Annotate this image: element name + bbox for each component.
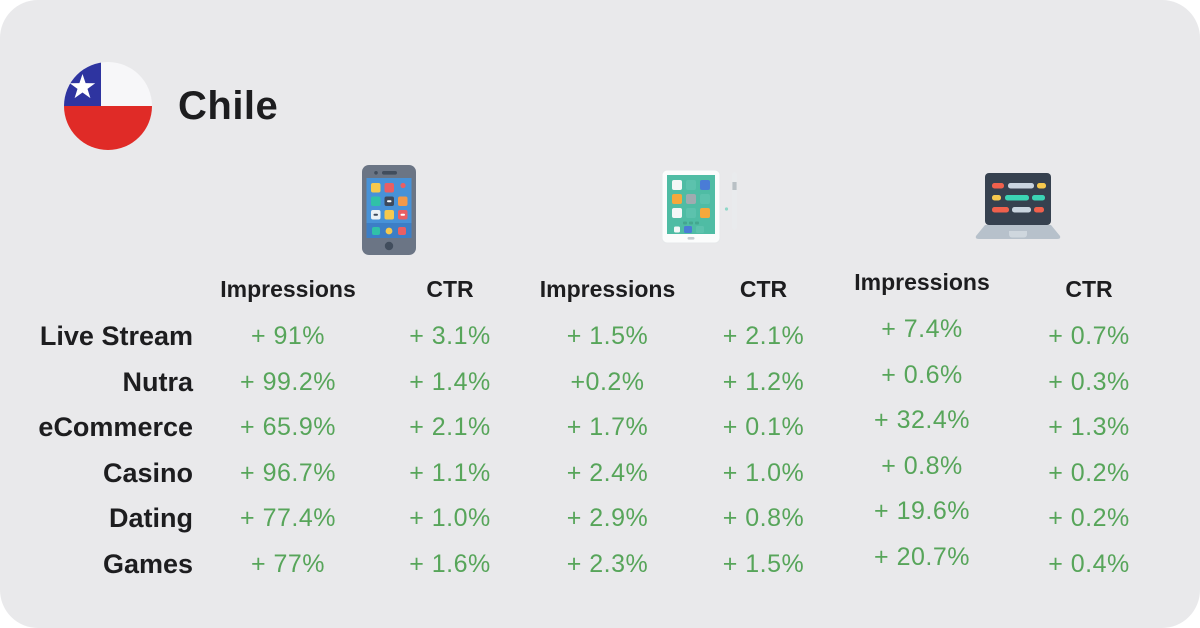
value-cell: + 99.2% [240,367,336,396]
value-cell: + 0.1% [722,413,805,442]
row-label: Live Stream [39,321,193,352]
value-cell: + 1.4% [409,367,491,396]
column-header: CTR [739,275,788,302]
chile-flag-icon [64,62,152,150]
value-cell: + 1.2% [722,367,805,396]
value-cell: + 0.8% [881,451,963,480]
laptop-icon [975,173,1061,241]
tablet-icon [662,170,740,246]
header: Chile [64,60,278,152]
row-label: Games [102,548,193,579]
value-cell: + 91% [250,322,326,351]
value-cell: + 1.3% [1048,413,1130,442]
value-cell: + 0.2% [1048,504,1130,533]
value-cell: + 1.0% [722,458,805,487]
value-cell: + 20.7% [874,542,970,571]
value-cell: + 77% [250,549,326,578]
row-label: Dating [109,503,193,534]
value-cell: + 0.2% [1048,458,1130,487]
value-cell: + 0.8% [722,504,805,533]
row-label: Nutra [122,366,193,397]
table-corner [0,264,205,314]
value-cell: + 1.0% [409,504,491,533]
value-cell: + 0.4% [1048,549,1130,578]
value-cell: + 1.6% [409,549,491,578]
value-cell: + 0.7% [1048,322,1130,351]
value-cell: + 1.5% [566,322,649,351]
value-cell: + 2.1% [722,322,805,351]
value-cell: + 32.4% [874,406,970,435]
value-cell: + 96.7% [240,458,336,487]
column-header: Impressions [539,275,676,302]
value-cell: + 0.3% [1048,367,1130,396]
value-cell: + 1.1% [409,458,491,487]
value-cell: + 2.1% [409,413,491,442]
row-label: Casino [102,457,193,488]
value-cell: + 7.4% [881,315,963,344]
column-header: Impressions [220,275,356,302]
row-label: eCommerce [38,412,193,443]
column-header: CTR [426,275,474,302]
value-cell: + 2.9% [566,504,649,533]
smartphone-icon [362,165,416,255]
value-cell: +0.2% [570,367,645,396]
stats-table: Impressions CTR Impressions CTR Impressions C… [0,264,1175,587]
value-cell: + 3.1% [409,322,491,351]
page-title: Chile [178,83,279,128]
value-cell: + 77.4% [240,504,336,533]
value-cell: + 2.4% [566,458,649,487]
column-header: Impressions [854,268,990,295]
column-header: CTR [1065,275,1113,302]
value-cell: + 2.3% [566,549,649,578]
value-cell: + 1.7% [566,413,649,442]
value-cell: + 65.9% [240,413,336,442]
value-cell: + 19.6% [874,497,970,526]
value-cell: + 1.5% [722,549,805,578]
value-cell: + 0.6% [881,360,963,389]
